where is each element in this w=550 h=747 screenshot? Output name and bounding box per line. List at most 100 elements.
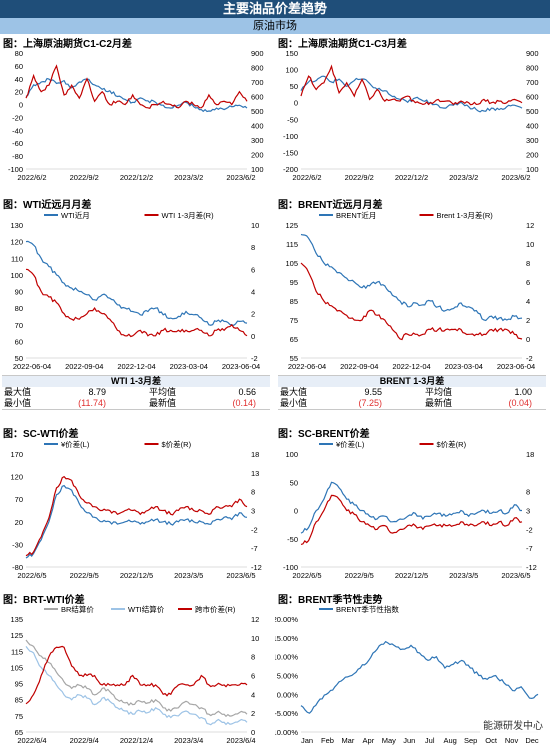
legend-label: $价差(R)	[437, 439, 467, 449]
y-tick-label: 75	[15, 712, 23, 721]
x-tick-label: 2022/12/2	[120, 173, 153, 182]
x-tick-label: 2022/9/5	[70, 571, 99, 580]
series-line	[25, 645, 248, 705]
y-tick-label-right: 3	[251, 507, 255, 516]
y-tick-label: 75	[290, 316, 298, 325]
y-tick-label-right: 400	[526, 122, 539, 131]
x-tick-label: 2023-06-04	[222, 362, 260, 371]
y-tick-label: 15.00%	[275, 634, 298, 643]
stats-value: 9.55	[364, 387, 382, 397]
y-tick-label: -20	[12, 113, 23, 122]
y-tick-label: 120	[10, 238, 23, 247]
x-tick-label: 2023/3/5	[174, 571, 203, 580]
series-line	[25, 484, 248, 559]
series-line	[300, 481, 522, 534]
y-tick-label: 70	[15, 321, 23, 330]
stats-wti: WTI 1-3月差 最大值 8.79 平均值 0.56 最小值 (11.74) …	[2, 375, 270, 410]
y-tick-label: 100	[10, 271, 23, 280]
stats-value: (7.25)	[358, 398, 382, 408]
y-tick-label: 10.00%	[275, 653, 298, 662]
y-tick-label-right: 18	[526, 450, 534, 459]
y-tick-label-right: 600	[251, 93, 264, 102]
y-tick-label-right: 100	[251, 165, 264, 174]
stats-value: 8.79	[88, 387, 106, 397]
y-tick-label: 150	[285, 49, 298, 58]
series-line	[300, 64, 523, 106]
y-tick-label-right: 800	[251, 64, 264, 73]
legend-label: BRENT季节性指数	[336, 604, 399, 614]
y-tick-label: 50	[15, 354, 23, 363]
y-tick-label: 95	[290, 278, 298, 287]
x-tick-label: Jul	[425, 736, 435, 745]
y-tick-label: 125	[10, 631, 23, 640]
y-tick-label-right: 4	[526, 297, 530, 306]
y-tick-label: 105	[285, 259, 298, 268]
x-tick-label: 2023/3/2	[174, 173, 203, 182]
y-tick-label-right: -2	[526, 354, 533, 363]
legend-label: BRENT近月	[336, 210, 376, 220]
series-line	[300, 494, 523, 545]
y-tick-label: -80	[12, 152, 23, 161]
stats-title: WTI 1-3月差	[2, 376, 270, 387]
y-tick-label: 135	[10, 615, 23, 624]
y-tick-label-right: 300	[251, 136, 264, 145]
y-tick-label: 80	[15, 304, 23, 313]
x-tick-label: Jun	[403, 736, 415, 745]
y-tick-label: 60	[15, 337, 23, 346]
stats-label: 最小值	[4, 398, 32, 408]
y-tick-label-right: 0	[526, 335, 530, 344]
y-tick-label-right: 500	[251, 107, 264, 116]
series-line	[25, 268, 248, 338]
x-tick-label: 2023-06-04	[497, 362, 535, 371]
chart-c1c2: 图：上海原油期货C1-C2月差 80 60 40 20 0 -20 -40 -60 -80 -10…	[0, 34, 275, 184]
x-tick-label: Mar	[341, 736, 354, 745]
x-tick-label: 2022/6/4	[17, 736, 46, 745]
y-tick-label-right: 600	[526, 93, 539, 102]
chart-wti-spread: 图：WTI近远月月差 WTI近月 WTI 1-3月差(R) 130 120 110 100…	[0, 195, 275, 373]
y-tick-label-right: 8	[251, 243, 255, 252]
y-tick-label: 0	[19, 101, 23, 110]
y-tick-label-right: 4	[251, 288, 255, 297]
x-tick-label: Sep	[464, 736, 477, 745]
stats-label: 最小值	[280, 398, 308, 408]
series-line	[300, 233, 523, 322]
x-tick-label: 2022/9/4	[70, 736, 99, 745]
x-tick-label: 2022-12-04	[117, 362, 155, 371]
y-tick-label: -50	[287, 115, 298, 124]
stats-label: 最新值	[148, 398, 176, 408]
y-tick-label: 100	[285, 66, 298, 75]
series-line	[25, 639, 248, 718]
series-line	[300, 262, 523, 341]
y-tick-label-right: 400	[251, 122, 264, 131]
x-tick-label: 2023/6/5	[226, 571, 255, 580]
series-line	[25, 64, 248, 110]
y-tick-label-right: 6	[251, 265, 255, 274]
legend-label: WTI结算价	[128, 604, 165, 614]
y-tick-label: -30	[12, 540, 23, 549]
x-tick-label: 2022/6/2	[292, 173, 321, 182]
stats-row: 最小值 (7.25) 最新值 (0.04)	[278, 398, 546, 409]
y-tick-label: -50	[287, 535, 298, 544]
x-tick-label: 2022/12/2	[395, 173, 428, 182]
y-tick-label-right: -12	[251, 563, 262, 572]
chart-brt-wti: 图：BRT-WTI价差 BR结算价 WTI结算价 跨市价差(R) 135 125 115 1…	[0, 590, 275, 747]
chart-svg: BR结算价 WTI结算价 跨市价差(R) 135 125 115 105 95 85 75 65 12…	[10, 604, 259, 745]
legend-label: WTI 1-3月差(R)	[162, 210, 215, 220]
x-tick-label: 2022/12/4	[120, 736, 153, 745]
y-tick-label: -100	[8, 165, 23, 174]
y-tick-label: 100	[285, 450, 298, 459]
x-tick-label: 2022/9/5	[345, 571, 374, 580]
chart-title: 图：SC-WTI价差	[3, 429, 79, 440]
legend-label: 跨市价差(R)	[195, 604, 236, 614]
y-tick-label-right: 700	[251, 78, 264, 87]
y-tick-label: 0	[294, 99, 298, 108]
series-line	[300, 640, 539, 714]
x-tick-label: Aug	[444, 736, 457, 745]
y-tick-label: -40	[12, 126, 23, 135]
x-tick-label: Dec	[525, 736, 539, 745]
y-tick-label-right: -7	[526, 544, 533, 553]
x-tick-label: Oct	[485, 736, 498, 745]
x-tick-label: 2023-03-04	[170, 362, 208, 371]
legend-label: WTI近月	[61, 210, 90, 220]
y-tick-label: 20	[15, 518, 23, 527]
